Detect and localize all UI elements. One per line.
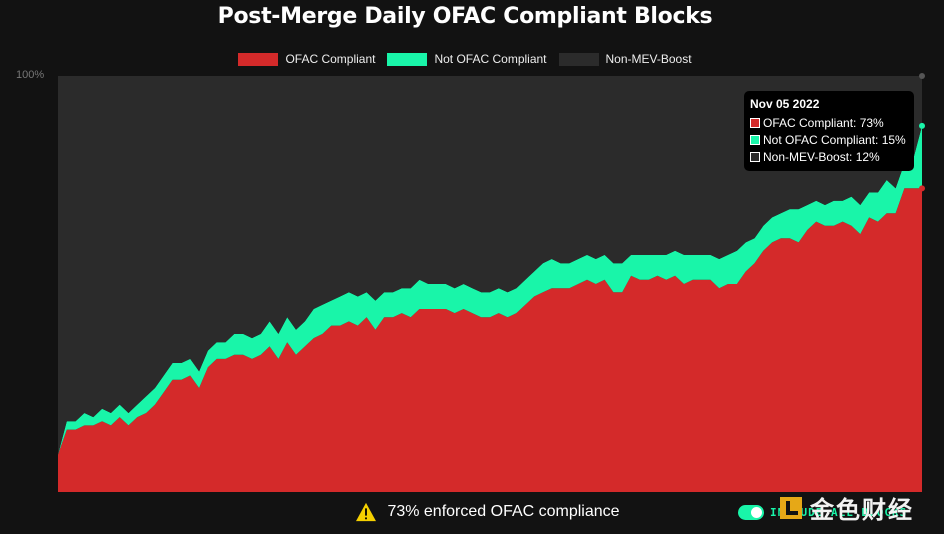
tooltip-row: Non-MEV-Boost: 12%: [750, 150, 908, 164]
tooltip-swatch-not-ofac-compliant: [750, 135, 760, 145]
legend-item-not-ofac-compliant[interactable]: Not OFAC Compliant: [387, 52, 547, 66]
tooltip-date: Nov 05 2022: [750, 97, 820, 111]
marker-ofac-compliant: [919, 185, 925, 192]
area-ofac-compliant[interactable]: [58, 188, 922, 493]
legend-label-not-ofac-compliant: Not OFAC Compliant: [434, 52, 547, 66]
tooltip-label-ofac-compliant: OFAC Compliant: 73%: [763, 116, 884, 130]
warning-text: 73% enforced OFAC compliance: [387, 503, 620, 520]
include-all-blocks-toggle[interactable]: [738, 505, 764, 520]
legend-swatch-non-mev-boost: [558, 52, 599, 66]
legend-item-ofac-compliant[interactable]: OFAC Compliant: [238, 52, 375, 66]
legend-swatch-not-ofac-compliant: [387, 52, 428, 66]
warning-icon: [356, 502, 377, 522]
tooltip-label-non-mev-boost: Non-MEV-Boost: 12%: [763, 150, 880, 164]
tooltip-row: Not OFAC Compliant: 15%: [750, 133, 908, 147]
legend-label-ofac-compliant: OFAC Compliant: [285, 52, 376, 66]
footer-summary: 73% enforced OFAC compliance: [0, 502, 944, 522]
toggle-knob: [751, 507, 762, 518]
tooltip-swatch-ofac-compliant: [750, 118, 760, 128]
legend-swatch-ofac-compliant: [238, 52, 279, 66]
legend-item-non-mev-boost[interactable]: Non-MEV-Boost: [558, 52, 692, 66]
watermark: 金色财经: [778, 490, 914, 525]
watermark-text: 金色财经: [810, 497, 914, 524]
tooltip-row: OFAC Compliant: 73%: [750, 116, 908, 130]
legend-label-non-mev-boost: Non-MEV-Boost: [605, 52, 692, 66]
marker-non-mev-boost: [919, 73, 925, 79]
marker-not-ofac-compliant: [919, 122, 925, 129]
chart-tooltip: Nov 05 2022 OFAC Compliant: 73% Not OFAC…: [744, 91, 914, 171]
tooltip-label-not-ofac-compliant: Not OFAC Compliant: 15%: [763, 133, 906, 147]
jinse-logo-icon: [780, 496, 802, 519]
chart-title: Post-Merge Daily OFAC Compliant Blocks: [217, 4, 713, 29]
y-tick-label-100: 100%: [16, 69, 45, 81]
include-all-blocks-label[interactable]: INCLUDE ALL BLOCKS: [770, 506, 908, 519]
area-non-mev-boost[interactable]: [58, 76, 922, 455]
tooltip-swatch-non-mev-boost: [750, 152, 760, 162]
chart-legend: OFAC Compliant Not OFAC Compliant Non-ME…: [0, 52, 930, 66]
